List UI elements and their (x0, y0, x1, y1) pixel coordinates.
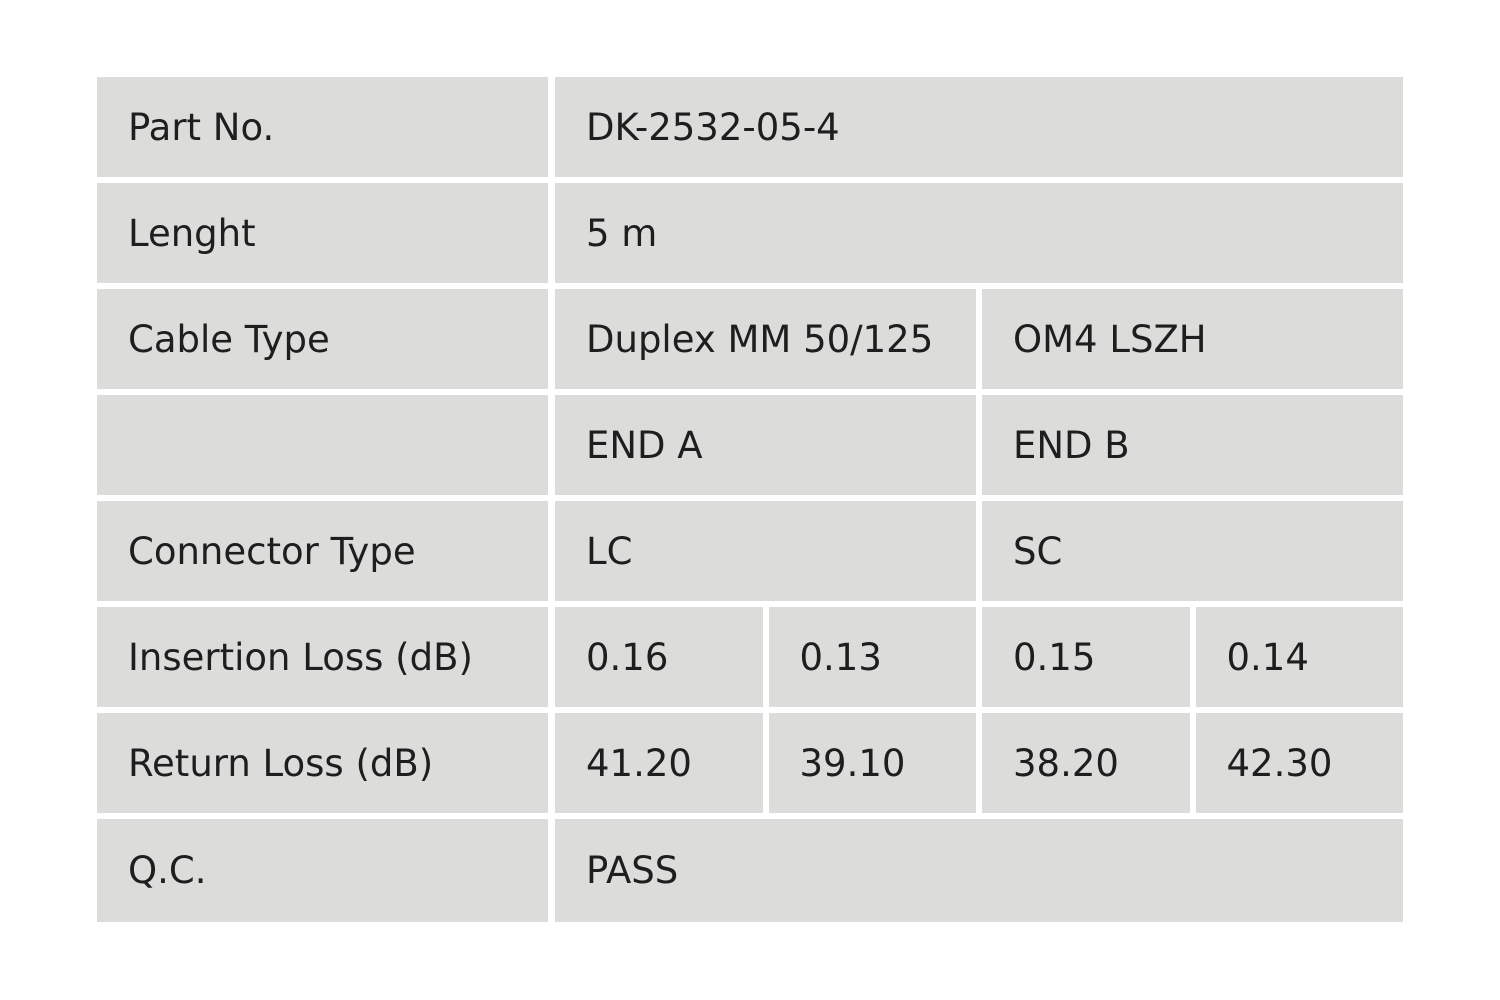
value-cell: 41.20 (555, 713, 763, 813)
value-cell: 0.15 (982, 607, 1190, 707)
value-cell: 0.16 (555, 607, 763, 707)
value-cell: LC (555, 501, 976, 601)
value-cell: Duplex MM 50/125 (555, 289, 976, 389)
row-label: Part No. (97, 77, 548, 177)
row-label: Insertion Loss (dB) (97, 607, 548, 707)
value-cell: SC (982, 501, 1403, 601)
row-label: Lenght (97, 183, 548, 283)
value-cell: END A (555, 395, 976, 495)
value-cell: 38.20 (982, 713, 1190, 813)
value-cell: 5 m (555, 183, 1403, 283)
value-cell: 42.30 (1195, 713, 1403, 813)
row-label: Return Loss (dB) (97, 713, 548, 813)
value-cell: 39.10 (768, 713, 976, 813)
value-cell: OM4 LSZH (982, 289, 1403, 389)
value-cell: 0.13 (768, 607, 976, 707)
value-cell: DK-2532-05-4 (555, 77, 1403, 177)
row-label: Cable Type (97, 289, 548, 389)
row-label: Connector Type (97, 501, 548, 601)
value-cell: PASS (555, 819, 1403, 922)
row-label (97, 395, 548, 495)
row-label: Q.C. (97, 819, 548, 922)
value-cell: 0.14 (1195, 607, 1403, 707)
value-cell: END B (982, 395, 1403, 495)
